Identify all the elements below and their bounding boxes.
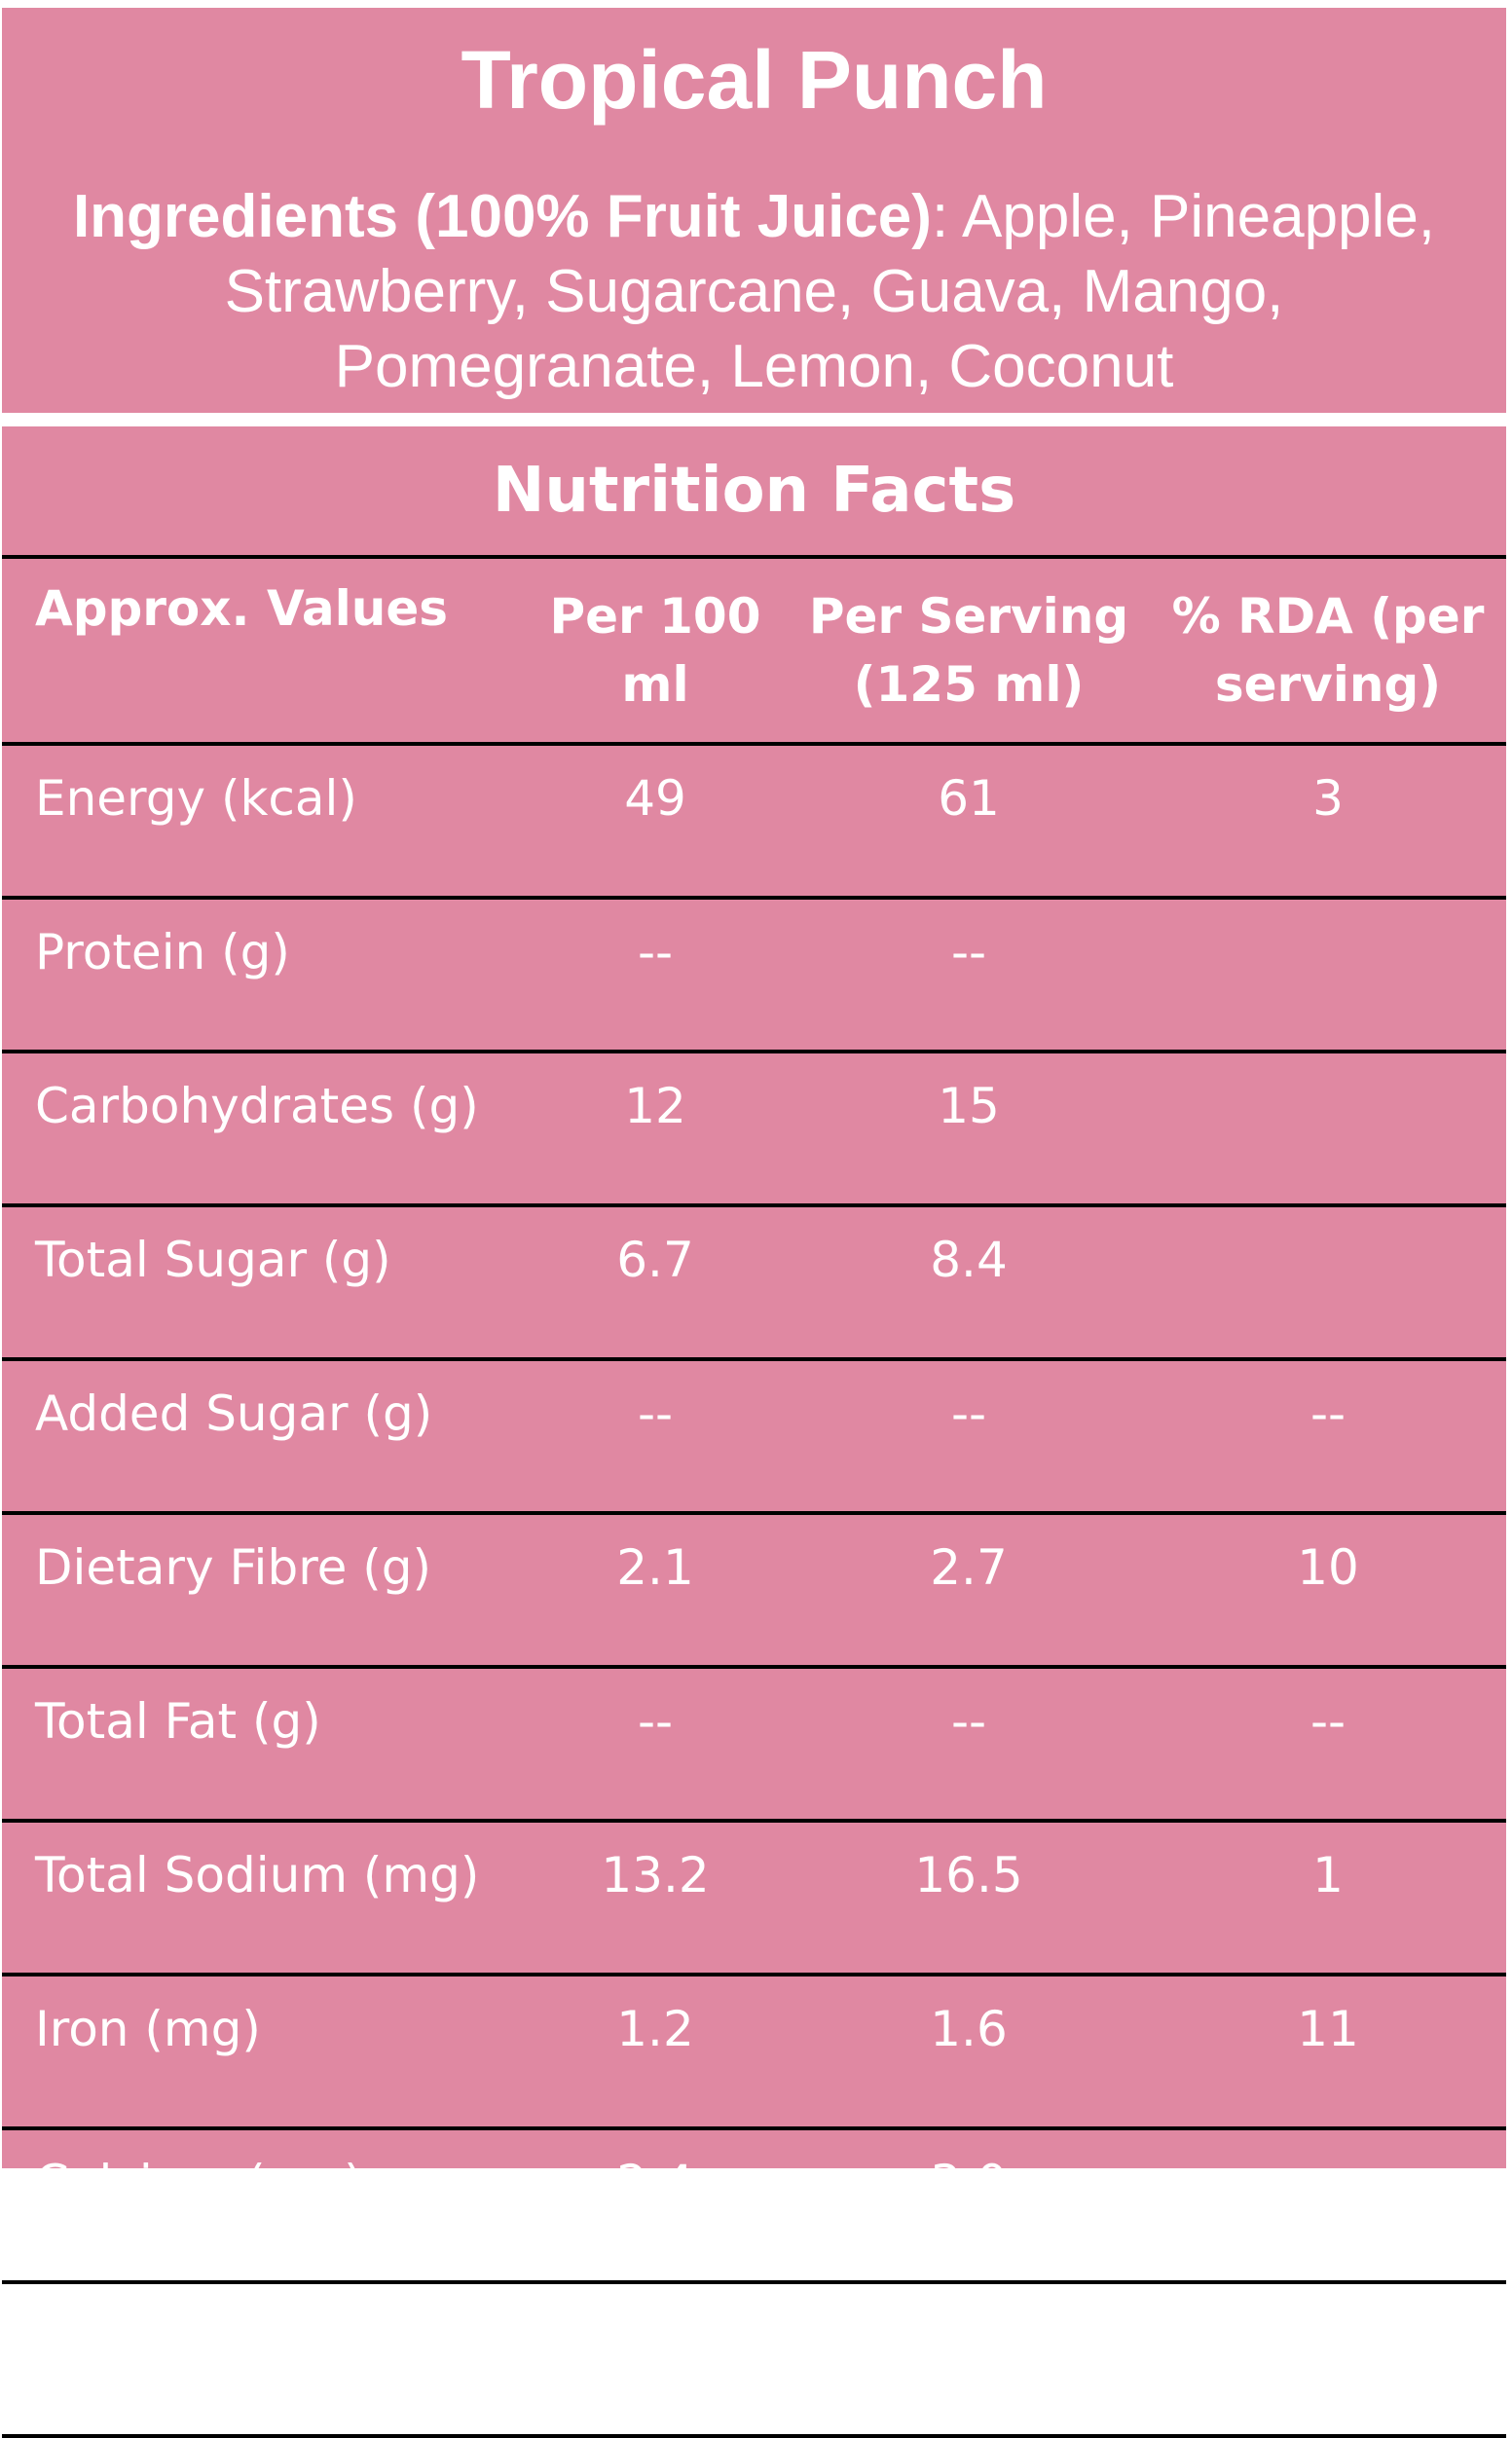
header-approx-values: Approx. Values	[2, 555, 523, 744]
per-serving-value: 8.4	[788, 1203, 1150, 1359]
rda-value: 6	[1150, 2280, 1506, 2438]
table-row: Added Sugar (g) -- -- --	[2, 1357, 1506, 1513]
per-100ml-value: 13.2	[523, 1819, 788, 1975]
per-serving-value: 1.6	[788, 1973, 1150, 2128]
product-title: Tropical Punch	[461, 34, 1048, 126]
per-100ml-value: 2.4	[523, 2126, 788, 2282]
ingredients-heading: Ingredients (100% Fruit Juice)	[72, 183, 932, 250]
nutrient-name: Total Sodium (mg)	[2, 1819, 523, 1975]
per-serving-value: 16.5	[788, 1819, 1150, 1975]
per-100ml-value: 49	[523, 742, 788, 898]
rda-value: --	[1150, 1665, 1506, 1821]
rda-value: 1	[1150, 1819, 1506, 1975]
per-serving-value: --	[788, 1357, 1150, 1513]
nutrition-table-body: Energy (kcal) 49 61 3 Protein (g) -- -- Carbohy…	[2, 742, 1506, 2438]
nutrient-name: Added Sugar (g)	[2, 1357, 523, 1513]
table-row: Dietary Fibre (g) 2.1 2.7 10	[2, 1511, 1506, 1667]
per-serving-value: 224.9	[788, 2280, 1150, 2438]
per-serving-value: --	[788, 1665, 1150, 1821]
juice-label: Tropical Punch Ingredients (100% Fruit J…	[2, 8, 1506, 2438]
nutrient-name: Calcium (mg)	[2, 2126, 523, 2282]
nutrient-name: Energy (kcal)	[2, 742, 523, 898]
table-row: Total Sodium (mg) 13.2 16.5 1	[2, 1819, 1506, 1975]
table-row: Total Fat (g) -- -- --	[2, 1665, 1506, 1821]
nutrient-name: Total Sugar (g)	[2, 1203, 523, 1359]
rda-value	[1150, 1203, 1506, 1359]
nutrition-facts-panel: Nutrition Facts Approx. Values Per 100 m…	[2, 426, 1506, 2438]
nutrient-name: Carbohydrates (g)	[2, 1050, 523, 1205]
nutrition-facts-title: Nutrition Facts	[492, 455, 1016, 527]
header-per-serving: Per Serving (125 ml)	[788, 555, 1150, 744]
rda-value: --	[1150, 2126, 1506, 2282]
rda-value: 10	[1150, 1511, 1506, 1667]
rda-value: 11	[1150, 1973, 1506, 2128]
table-row: Energy (kcal) 49 61 3	[2, 742, 1506, 898]
table-row: Carbohydrates (g) 12 15	[2, 1050, 1506, 1205]
table-row: Protein (g) -- --	[2, 896, 1506, 1052]
per-serving-value: 61	[788, 742, 1150, 898]
per-serving-value: 2.7	[788, 1511, 1150, 1667]
nutrient-name: Dietary Fibre (g)	[2, 1511, 523, 1667]
nutrient-name: Iron (mg)	[2, 1973, 523, 2128]
per-100ml-value: --	[523, 1357, 788, 1513]
nutrient-name: Potassium (mg)	[2, 2280, 523, 2438]
rda-value: --	[1150, 1357, 1506, 1513]
table-row: Potassium (mg) 179.9 224.9 6	[2, 2280, 1506, 2438]
table-row: Total Sugar (g) 6.7 8.4	[2, 1203, 1506, 1359]
per-100ml-value: 2.1	[523, 1511, 788, 1667]
rda-value: 3	[1150, 742, 1506, 898]
per-100ml-value: 12	[523, 1050, 788, 1205]
table-row: Calcium (mg) 2.4 3.0 --	[2, 2126, 1506, 2282]
ingredients-list: : Apple, Pineapple, Strawberry, Sugarcan…	[224, 183, 1436, 400]
per-100ml-value: 179.9	[523, 2280, 788, 2438]
table-row: Iron (mg) 1.2 1.6 11	[2, 1973, 1506, 2128]
header-rda: % RDA (per serving)	[1150, 555, 1506, 744]
per-100ml-value: --	[523, 896, 788, 1052]
table-header-row: Approx. Values Per 100 ml Per Serving (1…	[2, 555, 1506, 744]
nutrient-name: Protein (g)	[2, 896, 523, 1052]
per-serving-value: 3.0	[788, 2126, 1150, 2282]
nutrition-table: Approx. Values Per 100 ml Per Serving (1…	[2, 555, 1506, 2438]
nutrient-name: Total Fat (g)	[2, 1665, 523, 1821]
per-serving-value: --	[788, 896, 1150, 1052]
ingredients-panel: Tropical Punch Ingredients (100% Fruit J…	[2, 8, 1506, 413]
rda-value	[1150, 1050, 1506, 1205]
per-100ml-value: --	[523, 1665, 788, 1821]
rda-value	[1150, 896, 1506, 1052]
ingredients-text: Ingredients (100% Fruit Juice): Apple, P…	[60, 179, 1448, 404]
per-100ml-value: 1.2	[523, 1973, 788, 2128]
per-serving-value: 15	[788, 1050, 1150, 1205]
per-100ml-value: 6.7	[523, 1203, 788, 1359]
header-per-100ml: Per 100 ml	[523, 555, 788, 744]
